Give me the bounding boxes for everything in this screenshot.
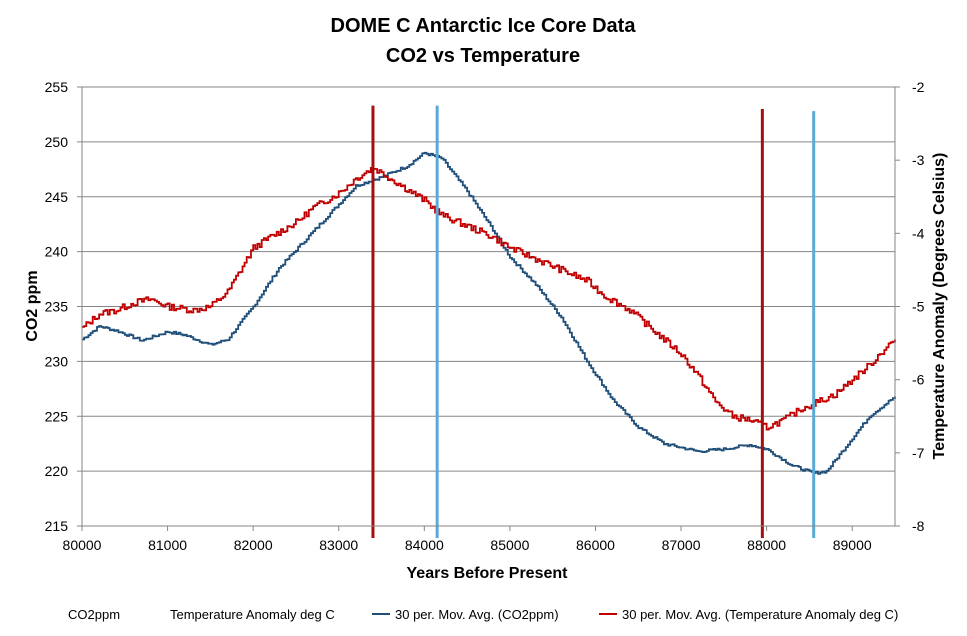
y-tick-label: 215: [45, 518, 69, 534]
gridlines: [82, 86, 895, 527]
legend-label-temperature: Temperature Anomaly deg C: [170, 607, 335, 622]
y-tick-label: 245: [45, 189, 69, 205]
y-tick-label: 240: [45, 244, 69, 260]
y-tick-label: 255: [45, 79, 69, 95]
x-tick-label: 80000: [63, 537, 102, 553]
chart-subtitle: CO2 vs Temperature: [386, 45, 580, 67]
x-tick-label: 89000: [833, 537, 872, 553]
vertical-markers: [371, 105, 816, 538]
legend-label-temperature-avg: 30 per. Mov. Avg. (Temperature Anomaly d…: [622, 607, 898, 622]
series-layer: [82, 151, 896, 475]
series-line-temperature-avg: [82, 167, 896, 431]
y-tick-label: 225: [45, 408, 69, 424]
legend-label-co2ppm: CO2ppm: [68, 607, 120, 622]
x-axis-title: Years Before Present: [407, 565, 569, 582]
x-tick-label: 81000: [148, 537, 187, 553]
y2-tick-label: -5: [912, 299, 925, 315]
x-tick-label: 86000: [576, 537, 615, 553]
axes: [77, 86, 900, 531]
y2-tick-label: -3: [912, 152, 925, 168]
x-tick-label: 88000: [747, 537, 786, 553]
series-line-co2-avg: [82, 151, 896, 475]
y-tick-label: 220: [45, 463, 69, 479]
tick-labels: 215 220 225 230 235 240 245 250 255 -8 -7 -6 -5 -4 -3 -…: [45, 79, 925, 553]
y-tick-label: 235: [45, 299, 69, 315]
chart-title: DOME C Antarctic Ice Core Data: [331, 15, 637, 37]
y2-tick-label: -7: [912, 445, 925, 461]
x-tick-label: 84000: [405, 537, 444, 553]
x-tick-label: 87000: [662, 537, 701, 553]
x-tick-label: 82000: [234, 537, 273, 553]
legend: CO2ppm Temperature Anomaly deg C 30 per.…: [68, 607, 898, 622]
y2-tick-label: -8: [912, 518, 925, 534]
x-tick-label: 83000: [319, 537, 358, 553]
y2-tick-label: -2: [912, 79, 925, 95]
y-axis-title: CO2 ppm: [24, 270, 41, 341]
x-tick-label: 85000: [490, 537, 529, 553]
y2-tick-label: -6: [912, 372, 925, 388]
y2-axis-title: Temperature Anomaly (Degrees Celsius): [931, 153, 948, 460]
y-tick-label: 230: [45, 353, 69, 369]
y2-tick-label: -4: [912, 225, 925, 241]
y-tick-label: 250: [45, 134, 69, 150]
legend-label-co2-avg: 30 per. Mov. Avg. (CO2ppm): [395, 607, 559, 622]
